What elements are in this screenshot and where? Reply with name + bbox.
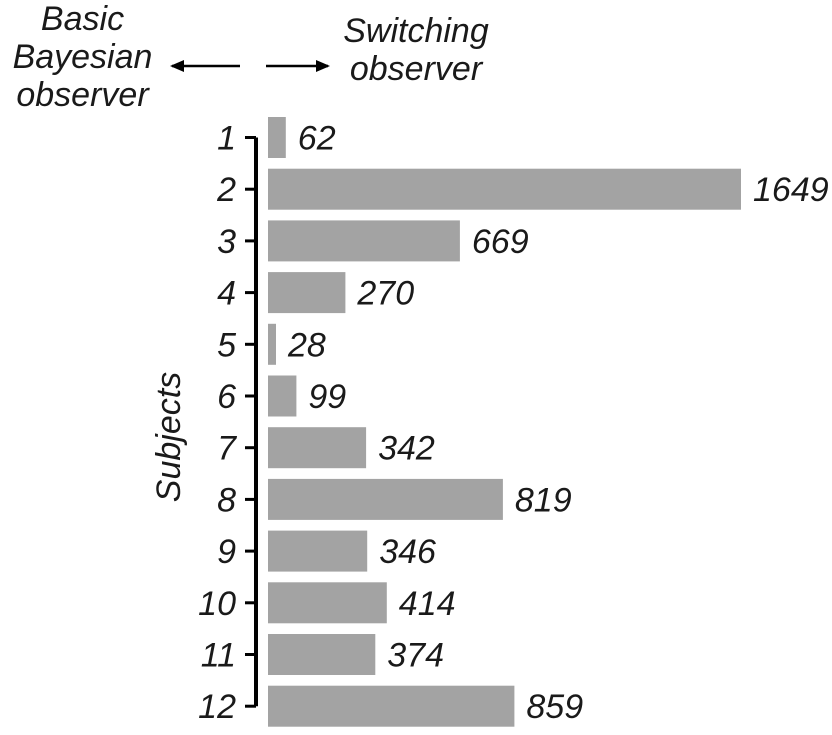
value-label-subject-7: 342 xyxy=(378,430,435,468)
bar-subject-11 xyxy=(268,634,376,675)
y-tick-label-11: 11 xyxy=(201,637,236,675)
bar-subject-7 xyxy=(268,427,367,469)
y-tick-label-12: 12 xyxy=(198,688,236,726)
y-tick-label-2: 2 xyxy=(216,171,236,209)
value-label-subject-11: 374 xyxy=(387,637,444,675)
bar-subject-9 xyxy=(268,530,368,572)
value-label-subject-4: 270 xyxy=(356,275,414,313)
bar-subject-6 xyxy=(268,375,297,417)
basic-bayesian-observer-label: Basic Bayesian observer xyxy=(12,0,153,114)
y-tick-label-4: 4 xyxy=(217,275,236,313)
y-tick-label-3: 3 xyxy=(217,223,236,261)
value-label-subject-9: 346 xyxy=(379,533,436,571)
value-label-subject-1: 62 xyxy=(298,120,336,158)
value-label-subject-5: 28 xyxy=(287,326,326,364)
bar-subject-4 xyxy=(268,272,346,314)
bar-subject-10 xyxy=(268,582,387,624)
y-tick-label-1: 1 xyxy=(217,120,236,158)
bar-subject-3 xyxy=(268,220,460,262)
y-tick-label-8: 8 xyxy=(217,481,236,519)
value-label-subject-12: 859 xyxy=(526,688,583,726)
bar-subject-8 xyxy=(268,478,503,520)
y-tick-label-6: 6 xyxy=(217,378,236,416)
y-tick-label-5: 5 xyxy=(217,326,236,364)
y-axis-title: Subjects xyxy=(150,372,188,502)
y-tick-label-10: 10 xyxy=(198,585,236,623)
value-label-subject-6: 99 xyxy=(308,378,346,416)
switching-observer-label: Switching observer xyxy=(343,12,489,88)
bar-subject-1 xyxy=(268,117,286,158)
bar-subject-5 xyxy=(268,323,276,365)
value-label-subject-8: 819 xyxy=(515,481,572,519)
value-label-subject-3: 669 xyxy=(472,223,529,261)
bar-subject-12 xyxy=(268,685,515,727)
y-tick-label-7: 7 xyxy=(217,430,237,468)
value-label-subject-10: 414 xyxy=(399,585,456,623)
y-tick-label-9: 9 xyxy=(217,533,236,571)
value-label-subject-2: 1649 xyxy=(753,171,829,209)
bar-subject-2 xyxy=(268,168,741,210)
